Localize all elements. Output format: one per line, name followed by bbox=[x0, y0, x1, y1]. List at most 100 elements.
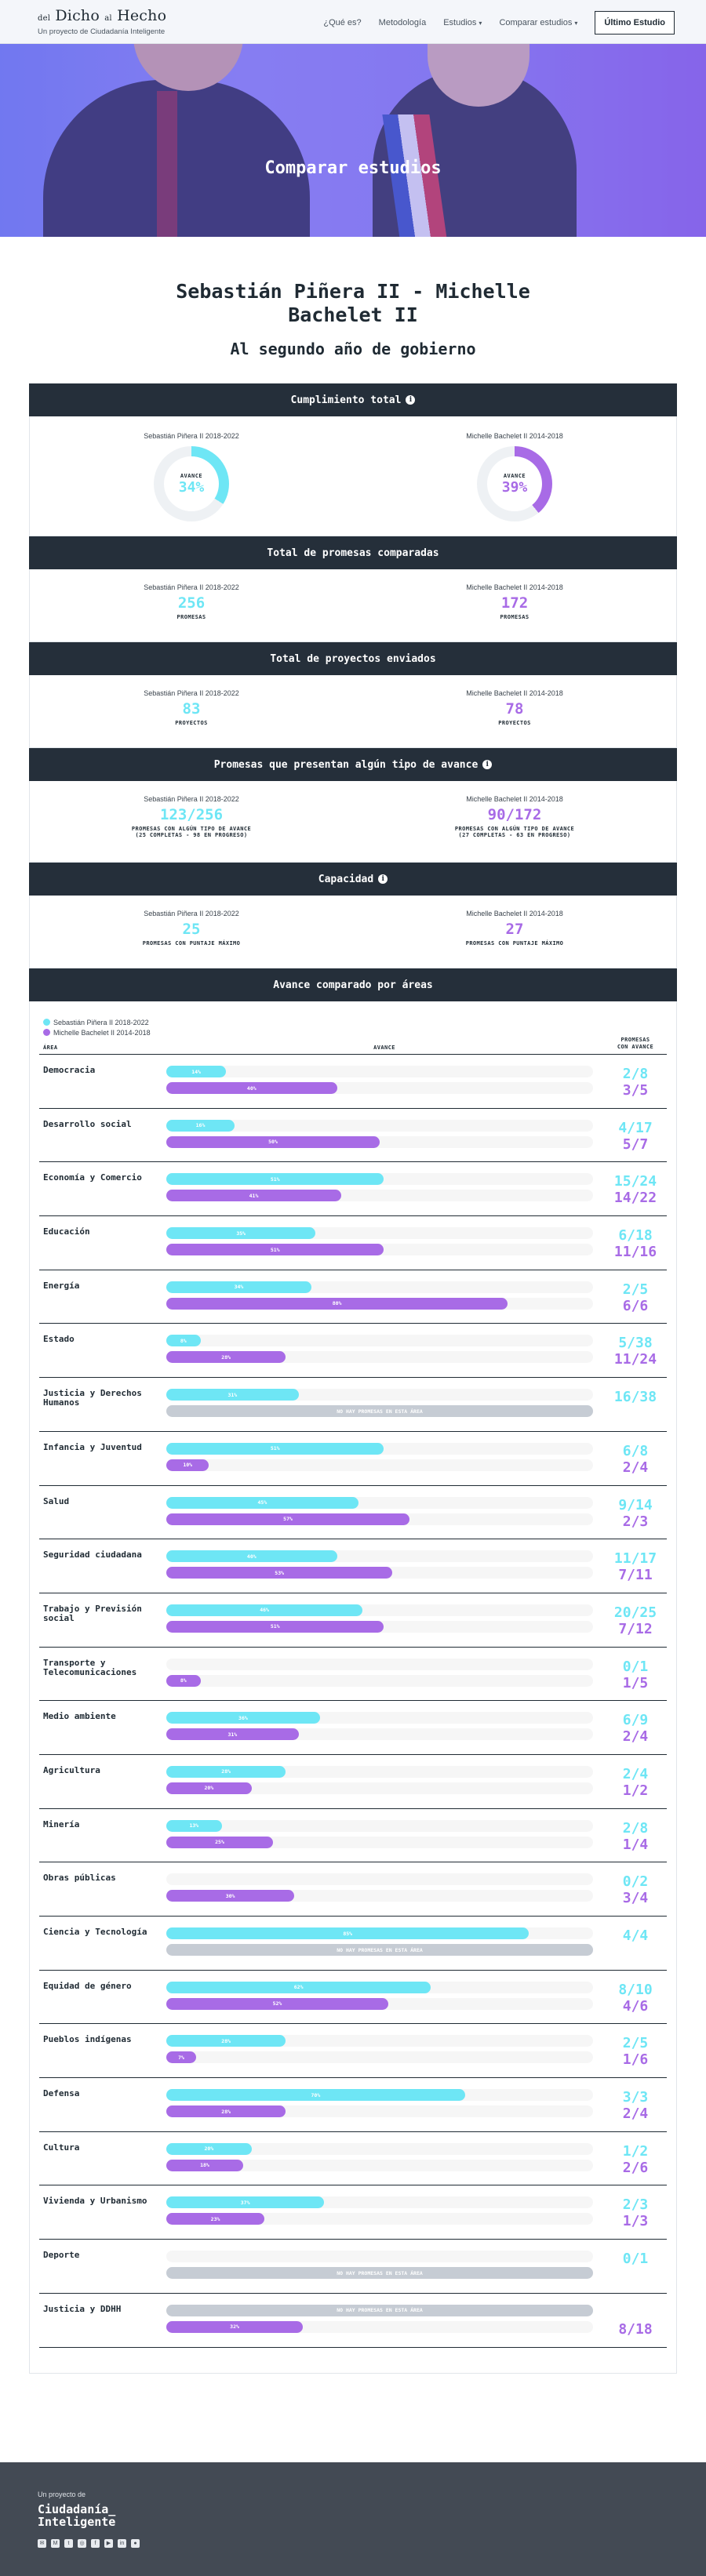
hero-banner: Comparar estudios bbox=[0, 44, 706, 237]
info-icon[interactable]: i bbox=[406, 395, 416, 405]
area-name: Trabajo y Previsión social bbox=[43, 1603, 142, 1623]
area-name: Obras públicas bbox=[43, 1873, 116, 1884]
area-row: Agricultura 28% 20% 2/4 1/2 bbox=[39, 1755, 667, 1809]
progress-bar-a: 13% bbox=[166, 1819, 222, 1832]
section-header-cumplimiento: Cumplimiento total i bbox=[29, 383, 677, 416]
ultimo-estudio-button[interactable]: Último Estudio bbox=[595, 11, 675, 35]
count-b: 14/22 bbox=[613, 1190, 657, 1207]
area-row: Economía y Comercio 51% 41% 15/24 14/22 bbox=[39, 1162, 667, 1217]
area-name: Pueblos indígenas bbox=[43, 2034, 132, 2045]
count-a: 0/2 bbox=[622, 1873, 649, 1891]
main-nav: ¿Qué es? Metodología Estudios ▾ Comparar est… bbox=[323, 11, 675, 35]
footer-brand[interactable]: Ciudadanía_ Inteligente bbox=[38, 2502, 116, 2529]
progress-bar-a: 14% bbox=[166, 1066, 227, 1077]
progress-bar-b: 57% bbox=[166, 1513, 410, 1525]
info-icon[interactable]: i bbox=[378, 874, 388, 884]
comparison-content: Cumplimiento total i Sebastián Piñera II … bbox=[29, 383, 677, 2374]
area-name: Economía y Comercio bbox=[43, 1172, 142, 1183]
hero-title: Comparar estudios bbox=[264, 158, 442, 178]
area-row: Defensa 70% 28% 3/3 2/4 bbox=[39, 2078, 667, 2132]
medium-icon[interactable]: M bbox=[51, 2539, 60, 2548]
count-b: 2/4 bbox=[622, 1728, 649, 1746]
count-b: 7/12 bbox=[618, 1620, 653, 1637]
count-b: 7/11 bbox=[618, 1567, 653, 1584]
promesas-value-a: 256 bbox=[177, 594, 206, 612]
gov-b-column: Michelle Bachelet II 2014-2018 AVANCE 39% bbox=[353, 432, 676, 536]
area-row: Deporte NO HAY PROMESAS EN ESTA ÁREA 0/1 bbox=[39, 2240, 667, 2294]
site-logo[interactable]: del Dicho al Hecho Un proyecto de Ciudad… bbox=[38, 7, 167, 36]
count-b: 1/6 bbox=[622, 2051, 649, 2069]
count-a: 1/2 bbox=[622, 2142, 649, 2160]
instagram-icon[interactable]: ◎ bbox=[78, 2539, 86, 2548]
progress-bar-b: 53% bbox=[166, 1567, 393, 1579]
progress-bar-a: 35% bbox=[166, 1227, 316, 1240]
count-a: 11/17 bbox=[613, 1550, 657, 1568]
count-b: 8/18 bbox=[618, 2320, 653, 2338]
progress-bar-b: 30% bbox=[166, 1890, 295, 1902]
area-row: Minería 13% 25% 2/8 1/4 bbox=[39, 1809, 667, 1863]
area-name: Ciencia y Tecnología bbox=[43, 1927, 147, 1937]
count-b: 5/7 bbox=[622, 1135, 649, 1153]
areas-rows: Democracia 14% 40% 2/8 3/5 Desarrollo social 1… bbox=[39, 1055, 667, 2348]
area-row: Democracia 14% 40% 2/8 3/5 bbox=[39, 1055, 667, 1109]
count-a: 2/4 bbox=[622, 1765, 649, 1782]
progress-bar-a: 85% bbox=[166, 1927, 530, 1939]
github-icon[interactable]: ● bbox=[131, 2539, 140, 2548]
youtube-icon[interactable]: ▶ bbox=[104, 2539, 113, 2548]
comparison-title: Sebastián Piñera II - Michelle Bachelet … bbox=[176, 280, 530, 326]
count-a: 2/8 bbox=[622, 1819, 649, 1837]
capacidad-value-a: 25 bbox=[182, 921, 201, 938]
area-name: Educación bbox=[43, 1226, 90, 1237]
count-b: 2/4 bbox=[622, 1459, 649, 1476]
donut-value-b: 39% bbox=[501, 478, 528, 496]
twitter-icon[interactable]: t bbox=[64, 2539, 73, 2548]
area-name: Energía bbox=[43, 1280, 80, 1291]
count-b: 11/24 bbox=[613, 1351, 657, 1368]
area-row: Cultura 20% 18% 1/2 2/6 bbox=[39, 2132, 667, 2186]
progress-bar-b: 51% bbox=[166, 1244, 384, 1256]
area-row: Seguridad ciudadana 40% 53% 11/17 7/11 bbox=[39, 1539, 667, 1593]
section-body-proyectos: Sebastián Piñera II 2018-2022 83 PROYECTOS… bbox=[29, 675, 677, 748]
progress-bar-a: 36% bbox=[166, 1712, 320, 1724]
count-a: 6/18 bbox=[618, 1227, 653, 1244]
info-icon[interactable]: i bbox=[482, 760, 493, 769]
progress-bar-a: 46% bbox=[166, 1604, 363, 1616]
section-header-areas: Avance comparado por áreas bbox=[29, 968, 677, 1001]
progress-bar-b: 31% bbox=[166, 1728, 299, 1741]
area-name: Estado bbox=[43, 1334, 75, 1345]
progress-donut-a: AVANCE 34% bbox=[154, 446, 229, 521]
social-icons: ✉ M t ◎ f ▶ in ● bbox=[38, 2539, 144, 2548]
count-b: 6/6 bbox=[622, 1297, 649, 1314]
progress-bar-b: 80% bbox=[166, 1297, 508, 1310]
linkedin-icon[interactable]: in bbox=[118, 2539, 126, 2548]
site-footer: Un proyecto de Ciudadanía_ Inteligente ✉ … bbox=[0, 2462, 706, 2576]
section-header-avance: Promesas que presentan algún tipo de ava… bbox=[29, 748, 677, 781]
nav-item-3[interactable]: Comparar estudios ▾ bbox=[499, 18, 578, 27]
nav-item-1[interactable]: Metodología bbox=[378, 18, 427, 27]
progress-bar-a: 45% bbox=[166, 1496, 358, 1509]
count-a: 6/9 bbox=[622, 1712, 649, 1729]
area-row: Pueblos indígenas 28% 7% 2/5 1/6 bbox=[39, 2024, 667, 2079]
area-row: Ciencia y Tecnología 85% NO HAY PROMESAS E… bbox=[39, 1917, 667, 1971]
area-row: Estado 8% 28% 5/38 11/24 bbox=[39, 1324, 667, 1379]
nav-item-0[interactable]: ¿Qué es? bbox=[323, 18, 362, 27]
progress-bar-a: 28% bbox=[166, 2035, 286, 2047]
count-b: 2/4 bbox=[622, 2105, 649, 2123]
area-row: Salud 45% 57% 9/14 2/3 bbox=[39, 1486, 667, 1540]
progress-bar-b: 23% bbox=[166, 2213, 265, 2225]
area-row: Energía 34% 80% 2/5 6/6 bbox=[39, 1270, 667, 1324]
nav-item-2[interactable]: Estudios ▾ bbox=[443, 18, 482, 27]
section-body-cumplimiento: Sebastián Piñera II 2018-2022 AVANCE 34% … bbox=[29, 416, 677, 536]
empty-track bbox=[166, 1873, 593, 1886]
facebook-icon[interactable]: f bbox=[91, 2539, 100, 2548]
progress-bar-b: 7% bbox=[166, 2051, 197, 2064]
areas-table-header: ÁREA AVANCE PROMESAS CON AVANCE bbox=[39, 1037, 667, 1055]
area-name: Cultura bbox=[43, 2142, 80, 2153]
no-data-bar: NO HAY PROMESAS EN ESTA ÁREA bbox=[166, 1405, 593, 1418]
chevron-down-icon: ▾ bbox=[574, 19, 578, 27]
count-b: 3/5 bbox=[622, 1082, 649, 1099]
email-icon[interactable]: ✉ bbox=[38, 2539, 46, 2548]
count-a: 0/1 bbox=[622, 2251, 649, 2268]
progress-bar-a: 16% bbox=[166, 1119, 235, 1132]
area-name: Defensa bbox=[43, 2088, 80, 2099]
